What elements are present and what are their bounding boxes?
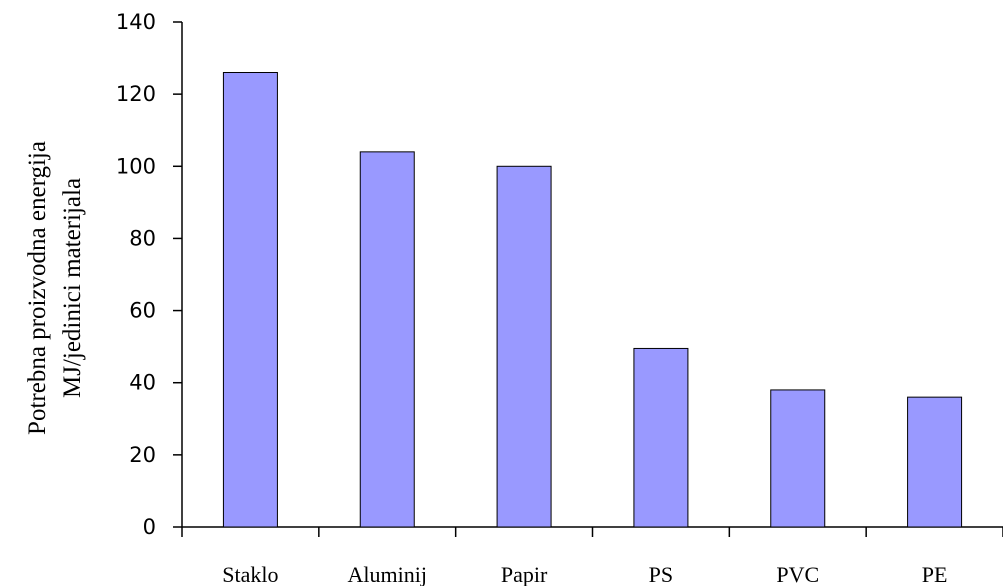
y-tick-label: 80 [129, 226, 156, 250]
bar-aluminij [359, 151, 415, 528]
y-tick-label: 120 [116, 82, 156, 106]
bar-staklo [222, 72, 278, 528]
category-label: Staklo [222, 562, 278, 586]
category-label: PS [649, 562, 673, 586]
bar-pvc [770, 389, 826, 528]
category-label: Aluminij [348, 562, 427, 586]
y-tick-label: 0 [143, 515, 156, 539]
category-label: PE [922, 562, 948, 586]
y-axis-title-line-2: MJ/jedinici materijala [59, 178, 86, 398]
bar-ps [633, 347, 689, 528]
y-tick-label: 60 [129, 299, 156, 323]
bar-papir [496, 165, 552, 528]
category-label: Papir [501, 562, 548, 586]
y-axis-title: Potrebna proizvodna energija MJ/jedinici… [24, 141, 86, 435]
y-tick-label: 100 [116, 154, 156, 178]
category-label: PVC [776, 562, 819, 586]
y-tick-label: 20 [129, 443, 156, 467]
y-axis: 0 20 40 60 80 100 120 140 [116, 10, 183, 539]
category-labels: Staklo Aluminij Papir PS PVC PE [222, 562, 947, 586]
y-tick-label: 140 [116, 10, 156, 34]
y-tick-label: 40 [129, 371, 156, 395]
y-axis-title-line-1: Potrebna proizvodna energija [24, 141, 51, 435]
bars [222, 72, 963, 528]
x-axis [181, 526, 1003, 537]
bar-pe [907, 396, 963, 528]
